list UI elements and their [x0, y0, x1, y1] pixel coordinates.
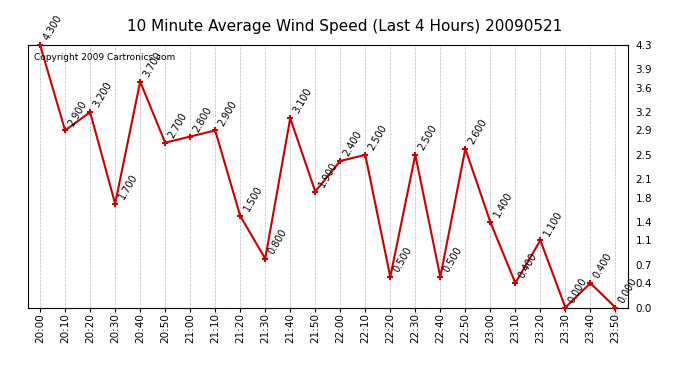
Text: 3.100: 3.100	[292, 87, 314, 116]
Text: 3.700: 3.700	[141, 50, 164, 79]
Text: 2.600: 2.600	[466, 117, 489, 146]
Text: 2.800: 2.800	[192, 105, 214, 134]
Text: 2.700: 2.700	[166, 111, 189, 140]
Text: 0.400: 0.400	[592, 252, 614, 280]
Text: 0.500: 0.500	[442, 245, 464, 274]
Text: 0.500: 0.500	[392, 245, 414, 274]
Text: 1.500: 1.500	[241, 184, 264, 213]
Text: 1.700: 1.700	[117, 172, 139, 201]
Text: 2.500: 2.500	[417, 123, 440, 152]
Text: 4.300: 4.300	[41, 13, 64, 42]
Text: 0.800: 0.800	[266, 227, 289, 256]
Text: 3.200: 3.200	[92, 81, 114, 110]
Text: 1.400: 1.400	[492, 190, 514, 219]
Text: 10 Minute Average Wind Speed (Last 4 Hours) 20090521: 10 Minute Average Wind Speed (Last 4 Hou…	[128, 19, 562, 34]
Text: 2.400: 2.400	[342, 129, 364, 158]
Text: 0.000: 0.000	[566, 276, 589, 305]
Text: 2.900: 2.900	[66, 99, 89, 128]
Text: 0.400: 0.400	[517, 252, 539, 280]
Text: 1.900: 1.900	[317, 160, 339, 189]
Text: Copyright 2009 Cartronics.com: Copyright 2009 Cartronics.com	[34, 53, 175, 62]
Text: 2.500: 2.500	[366, 123, 389, 152]
Text: 1.100: 1.100	[542, 209, 564, 238]
Text: 0.000: 0.000	[617, 276, 639, 305]
Text: 2.900: 2.900	[217, 99, 239, 128]
